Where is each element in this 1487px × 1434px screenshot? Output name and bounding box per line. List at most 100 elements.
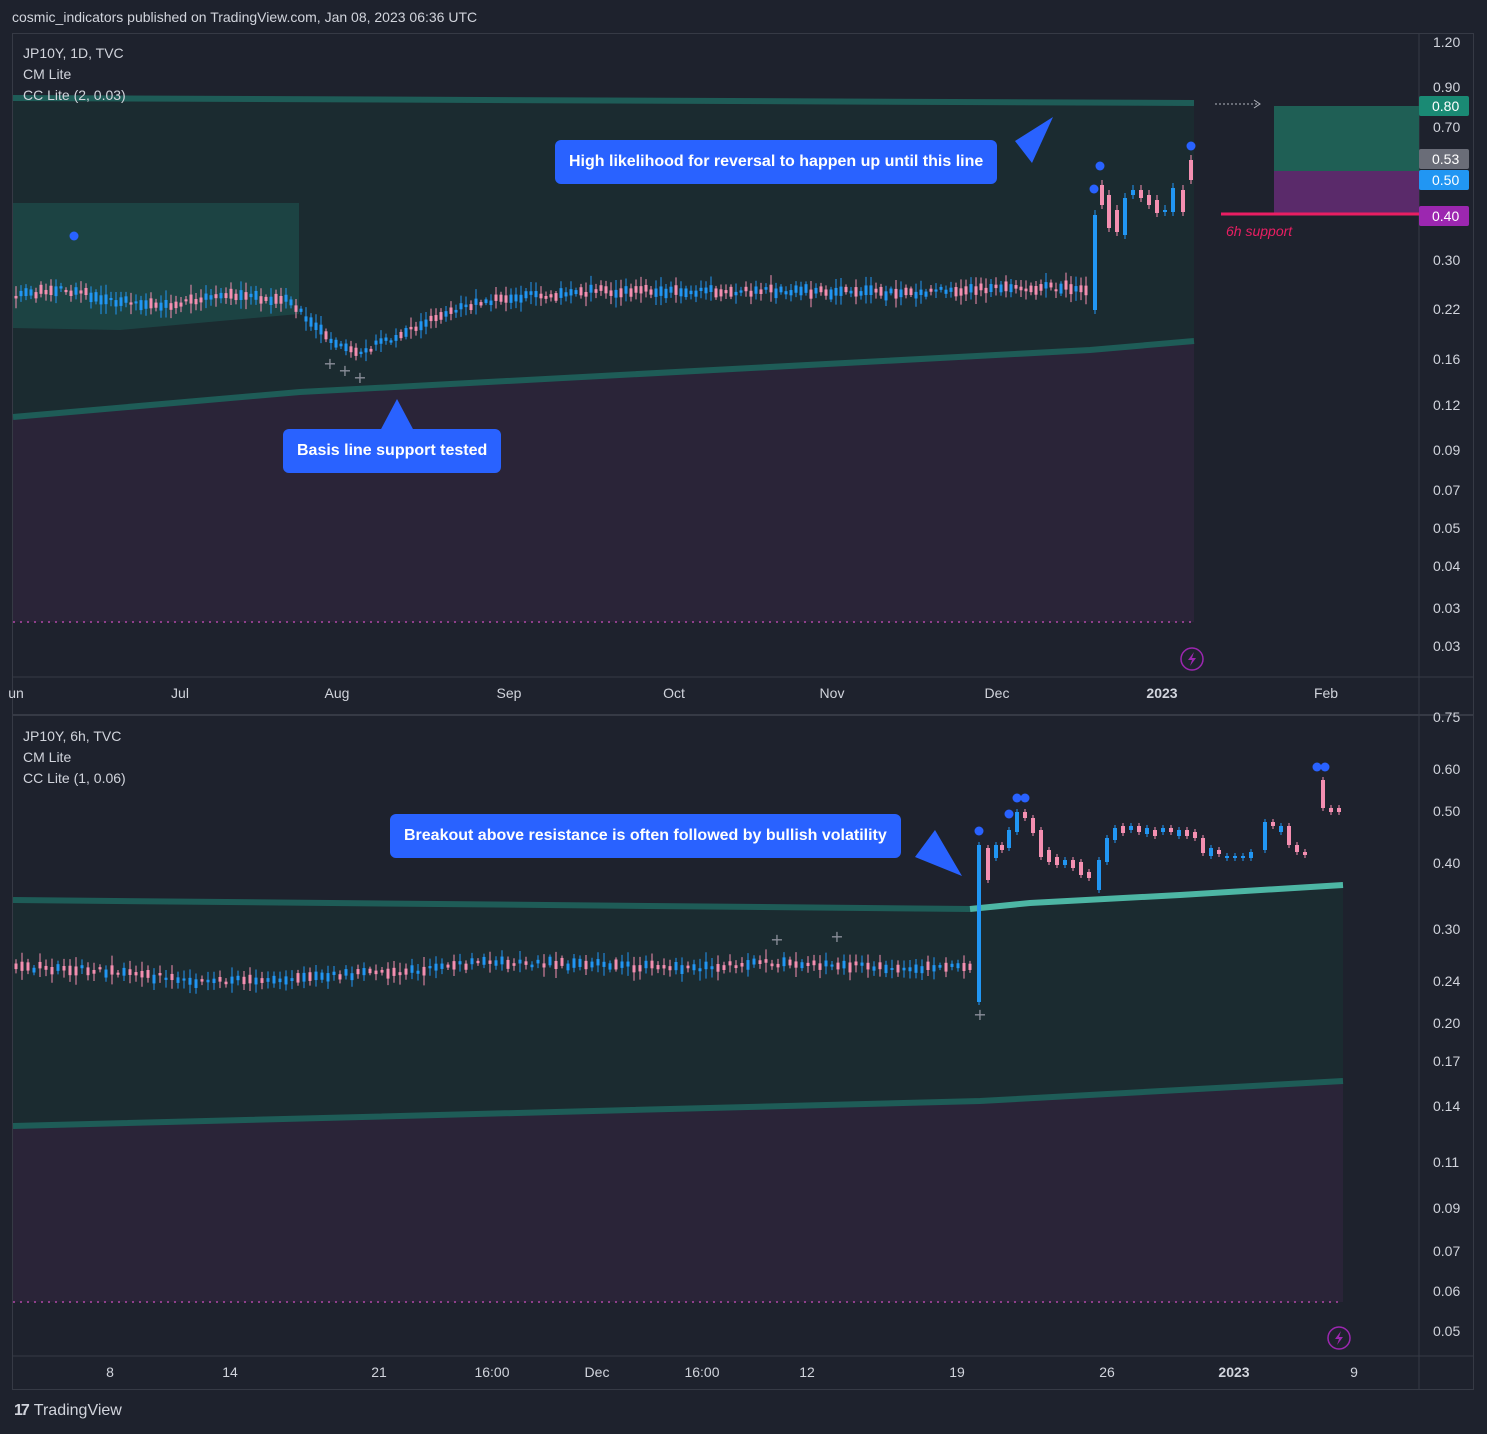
- six-hour-candle: [1055, 857, 1059, 865]
- daily-candle: [769, 284, 773, 293]
- six-hour-candle: [410, 965, 414, 973]
- six-hour-candle: [764, 959, 768, 963]
- daily-candle: [64, 289, 68, 293]
- daily-candle: [1123, 198, 1127, 235]
- six-hour-candle: [548, 956, 552, 966]
- six-hour-candle: [920, 966, 924, 974]
- daily-candle: [309, 317, 313, 327]
- daily-candle: [514, 294, 518, 302]
- daily-candle: [289, 299, 293, 306]
- six-hour-candle: [368, 968, 372, 974]
- daily-candle: [469, 304, 473, 311]
- daily-candle: [844, 286, 848, 293]
- daily-candle: [814, 287, 818, 294]
- daily-candle: [884, 291, 888, 301]
- six-hour-candle: [722, 965, 726, 970]
- top-indicator-cc-lite[interactable]: CC Lite (2, 0.03): [23, 87, 126, 103]
- daily-candle: [339, 343, 343, 347]
- daily-candle: [474, 298, 478, 305]
- daily-candle: [1155, 200, 1159, 213]
- upper-channel-line-6h: [12, 897, 971, 912]
- daily-candle: [974, 286, 978, 295]
- daily-candle: [669, 286, 673, 293]
- daily-candle: [234, 293, 238, 301]
- bottom-y-tick-label: 0.20: [1433, 1015, 1460, 1031]
- top-x-tick-label: 2023: [1146, 685, 1177, 701]
- daily-candle: [679, 288, 683, 297]
- daily-candle: [224, 293, 228, 299]
- price-label: 0.50: [1432, 172, 1459, 188]
- six-hour-candle: [110, 965, 114, 975]
- bottom-y-tick-label: 0.40: [1433, 855, 1460, 871]
- price-label-bg: [1419, 206, 1469, 226]
- chart-frame: [12, 33, 1474, 1390]
- six-hour-candle: [1039, 830, 1043, 857]
- daily-candle: [649, 289, 653, 295]
- daily-candle: [849, 290, 853, 294]
- six-hour-candle: [926, 961, 930, 971]
- six-hour-candle: [176, 977, 180, 983]
- plus-marker-6h: +: [770, 930, 783, 949]
- daily-candle: [34, 292, 38, 299]
- daily-candle: [929, 288, 933, 292]
- target-zone-upper: [1274, 106, 1419, 171]
- six-hour-candle: [206, 979, 210, 983]
- daily-candle: [704, 287, 708, 294]
- bottom-y-tick-label: 0.14: [1433, 1098, 1460, 1114]
- bottom-y-tick-label-partial: 0.75: [1433, 709, 1460, 725]
- daily-candle: [394, 334, 398, 341]
- breakout-callout[interactable]: Breakout above resistance is often follo…: [390, 814, 901, 858]
- lower-band-fill-6h: [13, 1081, 1343, 1302]
- bottom-symbol-line[interactable]: JP10Y, 6h, TVC: [23, 728, 122, 744]
- bottom-indicator-cm-lite[interactable]: CM Lite: [23, 749, 72, 765]
- six-hour-candle: [662, 965, 666, 969]
- bottom-indicator-cc-lite[interactable]: CC Lite (1, 0.06): [23, 770, 126, 786]
- daily-candle: [459, 303, 463, 310]
- lightning-icon-6h: [1327, 1326, 1351, 1350]
- six-hour-candle: [962, 962, 966, 972]
- reversal-callout[interactable]: High likelihood for reversal to happen u…: [555, 140, 998, 184]
- daily-candle: [299, 308, 303, 312]
- signal-dot-6h: [1004, 809, 1014, 819]
- six-hour-candle: [758, 960, 762, 964]
- daily-candle: [759, 289, 763, 295]
- six-hour-candle: [872, 966, 876, 971]
- bottom-y-tick-label: 0.24: [1433, 973, 1460, 989]
- daily-candle: [499, 294, 503, 302]
- six-hour-candle: [1225, 856, 1229, 858]
- six-hour-candle: [668, 966, 672, 971]
- six-hour-candle: [1047, 850, 1051, 862]
- tradingview-footer[interactable]: 17 TradingView: [14, 1402, 122, 1420]
- daily-candle: [539, 293, 543, 299]
- six-hour-candle: [374, 970, 378, 975]
- daily-candle: [284, 294, 288, 302]
- daily-candle: [1069, 284, 1073, 295]
- signal-dot-6h: [1020, 793, 1030, 803]
- top-y-tick-label: 0.22: [1433, 301, 1460, 317]
- six-hour-candle: [68, 965, 72, 976]
- basis-support-callout[interactable]: Basis line support tested: [283, 429, 502, 473]
- daily-candle: [114, 300, 118, 307]
- daily-candle: [329, 338, 333, 343]
- daily-candle: [1029, 285, 1033, 293]
- six-hour-candle: [92, 969, 96, 974]
- six-hour-candle: [1263, 822, 1267, 850]
- price-label: 0.53: [1432, 151, 1459, 167]
- daily-candle: [214, 294, 218, 299]
- six-hour-candle: [284, 976, 288, 985]
- daily-candle: [1074, 286, 1078, 292]
- daily-candle: [529, 291, 533, 295]
- six-hour-candle: [1217, 850, 1221, 854]
- six-hour-candle: [956, 963, 960, 969]
- price-label: 0.40: [1432, 208, 1459, 224]
- daily-candle: [244, 292, 248, 300]
- daily-candle: [919, 289, 923, 295]
- six-hour-candle: [1000, 845, 1004, 850]
- top-indicator-cm-lite[interactable]: CM Lite: [23, 66, 72, 82]
- daily-candle: [1107, 195, 1111, 228]
- top-symbol-line[interactable]: JP10Y, 1D, TVC: [23, 45, 124, 61]
- six-hour-candle: [608, 963, 612, 970]
- six-hour-candle: [1271, 822, 1275, 826]
- six-hour-candle: [1233, 856, 1237, 858]
